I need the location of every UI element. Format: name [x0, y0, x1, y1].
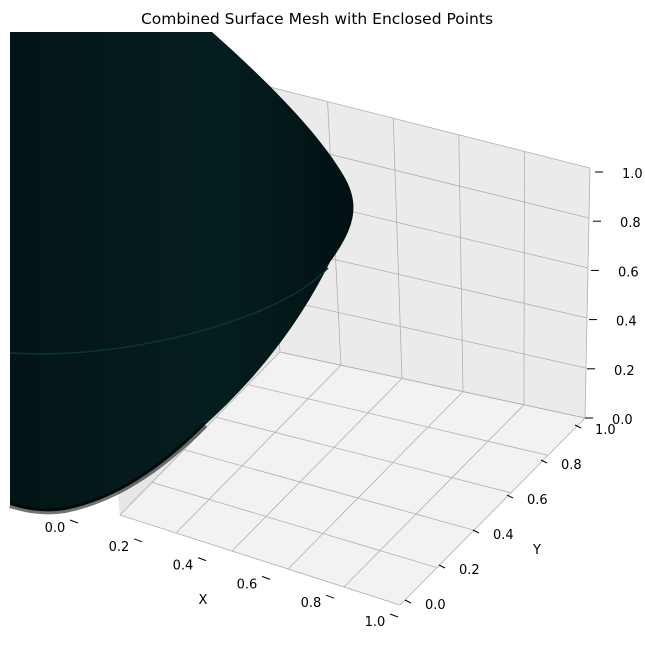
y-gridline-floor	[151, 482, 438, 568]
gridlines	[119, 84, 591, 606]
x-gridline-wall	[584, 167, 591, 419]
y-axis-label: Y	[532, 543, 541, 558]
axis-ticks: 0.00.20.40.60.81.00.00.20.40.60.81.00.00…	[45, 167, 643, 630]
x-tick-label: 0.2	[109, 540, 130, 555]
y-gridline-floor	[119, 514, 401, 606]
z-tick-label: 1.0	[622, 167, 643, 182]
y-gridline-floor	[247, 384, 549, 456]
z-gridline-wall	[276, 298, 587, 369]
x-gridline-floor	[399, 417, 586, 606]
x-tick-mark	[389, 613, 399, 618]
z-gridline-wall	[261, 84, 591, 169]
x-tick-label: 0.6	[237, 577, 258, 592]
y-tick-label: 0.2	[459, 563, 480, 578]
x-gridline-floor	[343, 404, 525, 588]
x-gridline-wall	[392, 118, 403, 379]
y-tick-label: 0.0	[425, 598, 446, 613]
x-gridline-wall	[458, 134, 464, 392]
x-tick-label: 0.8	[301, 596, 322, 611]
x-tick-mark	[69, 519, 79, 524]
x-gridline-floor	[175, 364, 342, 534]
y-gridline-floor	[215, 416, 512, 494]
y-tick-label: 1.0	[595, 423, 616, 438]
x-axis-label: X	[199, 593, 208, 608]
surface-mesh	[9, 32, 354, 515]
z-tick-label: 0.8	[620, 216, 641, 231]
x-tick-label: 0.4	[173, 559, 194, 574]
x-tick-mark	[325, 594, 335, 599]
y-tick-mark	[404, 599, 412, 604]
x-tick-mark	[133, 538, 143, 543]
surface-body	[10, 32, 354, 512]
z-gridline-wall	[279, 351, 586, 419]
x-gridline-floor	[287, 391, 464, 570]
z-tick-label: 0.2	[614, 364, 635, 379]
surface-shadow	[9, 422, 208, 515]
y-gridline-floor	[183, 449, 475, 531]
y-tick-label: 0.4	[493, 528, 514, 543]
y-tick-mark	[574, 424, 582, 429]
surface-seam	[9, 267, 329, 355]
y-tick-mark	[472, 529, 480, 534]
z-tick-label: 0.4	[616, 315, 637, 330]
y-tick-mark	[438, 564, 446, 569]
y-tick-label: 0.8	[561, 458, 582, 473]
x-tick-mark	[261, 575, 271, 580]
z-tick-label: 0.0	[612, 413, 633, 428]
chart-title: Combined Surface Mesh with Enclosed Poin…	[141, 10, 493, 28]
z-tick-label: 0.6	[618, 265, 639, 280]
y-tick-mark	[540, 459, 548, 464]
x-tick-mark	[197, 557, 207, 562]
x-tick-label: 0.0	[45, 521, 66, 536]
y-tick-label: 0.6	[527, 493, 548, 508]
x-gridline-floor	[231, 378, 403, 552]
x-tick-label: 1.0	[365, 615, 386, 630]
y-tick-mark	[506, 494, 514, 499]
